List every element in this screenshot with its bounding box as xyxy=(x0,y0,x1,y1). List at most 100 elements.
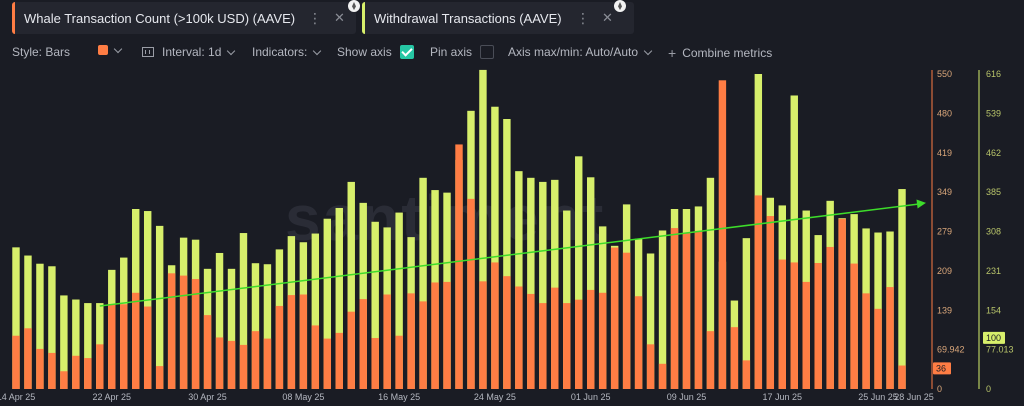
whale-bar xyxy=(622,252,631,389)
style-label: Style: Bars xyxy=(12,45,71,59)
withdrawal-bar xyxy=(539,181,547,389)
whale-bar xyxy=(658,363,667,389)
withdrawal-bar xyxy=(335,207,343,389)
tab-withdrawal-transactions[interactable]: Withdrawal Transactions (AAVE) ⋮ ✕ xyxy=(362,2,634,34)
withdrawal-bar xyxy=(563,210,571,389)
plus-icon: + xyxy=(668,45,677,61)
whale-bar xyxy=(407,293,415,389)
axis-maxmin-selector[interactable]: Axis max/min: Auto/Auto xyxy=(508,45,653,59)
whale-bar xyxy=(682,233,691,389)
withdrawal-bar xyxy=(24,255,32,389)
interval-selector[interactable]: Interval: 1d xyxy=(142,45,236,59)
whale-bar xyxy=(347,311,355,389)
color-selector[interactable] xyxy=(98,44,123,55)
right-axis-tick-label: 462 xyxy=(986,148,1001,158)
whale-bar xyxy=(814,263,822,389)
tab-color-swatch xyxy=(362,2,365,34)
whale-bar xyxy=(419,301,427,389)
x-axis-ticks: 14 Apr 25 22 Apr 25 30 Apr 25 08 May 25 16 M… xyxy=(0,392,934,402)
close-icon[interactable]: ✕ xyxy=(334,10,345,25)
whale-bar xyxy=(862,293,870,389)
indicators-selector[interactable]: Indicators: xyxy=(252,45,322,59)
x-axis-tick-label: 24 May 25 xyxy=(474,392,516,402)
combine-metrics-button[interactable]: + Combine metrics xyxy=(668,45,772,61)
withdrawal-bar xyxy=(551,179,559,389)
color-swatch xyxy=(98,45,108,55)
withdrawal-bar xyxy=(491,106,499,390)
whale-bar xyxy=(479,281,487,389)
right-last-value-badge xyxy=(983,331,1005,344)
whale-bar xyxy=(179,275,188,389)
left-axis-tick-label: 139 xyxy=(937,305,952,315)
left-axis-tick-label: 550 xyxy=(937,69,952,79)
whale-bar xyxy=(563,303,571,389)
whale-bar xyxy=(826,246,834,389)
metric-tabs: Whale Transaction Count (>100k USD) (AAV… xyxy=(0,0,1024,36)
right-axis-tick-label: 154 xyxy=(986,305,1001,315)
withdrawal-bar xyxy=(323,218,332,389)
x-axis-tick-label: 25 Jun 25 xyxy=(858,392,898,402)
whale-bar xyxy=(718,80,727,390)
x-axis-tick-label: 17 Jun 25 xyxy=(763,392,803,402)
whale-bar xyxy=(132,292,140,389)
whale-bar xyxy=(84,358,92,389)
left-last-value-badge xyxy=(933,362,951,375)
trend-line xyxy=(99,199,926,307)
left-axis-tick-label: 349 xyxy=(937,187,952,197)
withdrawal-bar xyxy=(395,212,403,389)
whale-bar xyxy=(431,282,439,389)
more-options-icon[interactable]: ⋮ xyxy=(308,9,322,26)
withdrawal-bar xyxy=(84,303,92,389)
whale-bar xyxy=(287,295,296,389)
whale-bar xyxy=(203,315,212,389)
whale-bar xyxy=(874,308,882,389)
whale-bar xyxy=(227,340,236,389)
whale-bar xyxy=(670,228,679,389)
withdrawal-bar xyxy=(575,156,583,389)
tab-label: Whale Transaction Count (>100k USD) (AAV… xyxy=(24,10,296,26)
ethereum-icon xyxy=(348,0,360,12)
show-axis-toggle[interactable]: Show axis xyxy=(337,45,414,59)
x-axis-tick-label: 01 Jun 25 xyxy=(571,392,611,402)
whale-bar xyxy=(191,279,200,389)
tab-whale-transaction-count[interactable]: Whale Transaction Count (>100k USD) (AAV… xyxy=(12,2,356,34)
whale-bar xyxy=(48,352,56,389)
whale-bar xyxy=(443,281,451,389)
style-selector[interactable]: Style: Bars xyxy=(12,45,70,59)
withdrawal-bar xyxy=(419,177,427,389)
whale-bar xyxy=(694,230,703,389)
left-axis-tick-label: 419 xyxy=(937,148,952,158)
checkbox-checked-icon[interactable] xyxy=(399,45,414,59)
left-axis-ticks: 550 480 419 349 279 209 139 69.942 0 xyxy=(937,69,965,394)
withdrawal-bar xyxy=(215,252,224,389)
more-options-icon[interactable]: ⋮ xyxy=(576,9,590,26)
withdrawal-bar xyxy=(515,171,523,389)
withdrawal-bar xyxy=(263,264,272,389)
withdrawal-bar xyxy=(479,69,487,389)
withdrawal-bar xyxy=(658,230,667,389)
whale-bar xyxy=(742,360,751,389)
x-axis-tick-label: 16 May 25 xyxy=(378,392,420,402)
whale-bar xyxy=(527,293,535,389)
left-last-value-label: 36 xyxy=(936,363,946,373)
withdrawal-bar xyxy=(72,299,80,389)
withdrawal-bar xyxy=(239,233,248,389)
right-axis-tick-label: 231 xyxy=(986,266,1001,276)
tab-color-swatch xyxy=(12,2,15,34)
whale-bar xyxy=(754,195,763,389)
whale-bar xyxy=(646,344,655,389)
whale-bar xyxy=(371,338,379,389)
withdrawal-bar xyxy=(742,238,751,389)
interval-label: Interval: 1d xyxy=(162,45,222,59)
whale-bar xyxy=(455,144,463,389)
trend-arrowhead xyxy=(916,199,926,209)
close-icon[interactable]: ✕ xyxy=(602,10,613,25)
whale-bar xyxy=(108,304,116,389)
withdrawal-bar xyxy=(503,119,511,389)
left-axis-tick-label: 69.942 xyxy=(937,345,965,355)
checkbox-empty-icon[interactable] xyxy=(480,45,495,59)
pin-axis-toggle[interactable]: Pin axis xyxy=(430,45,495,59)
whale-bar xyxy=(239,344,248,389)
whale-bar xyxy=(730,327,739,389)
